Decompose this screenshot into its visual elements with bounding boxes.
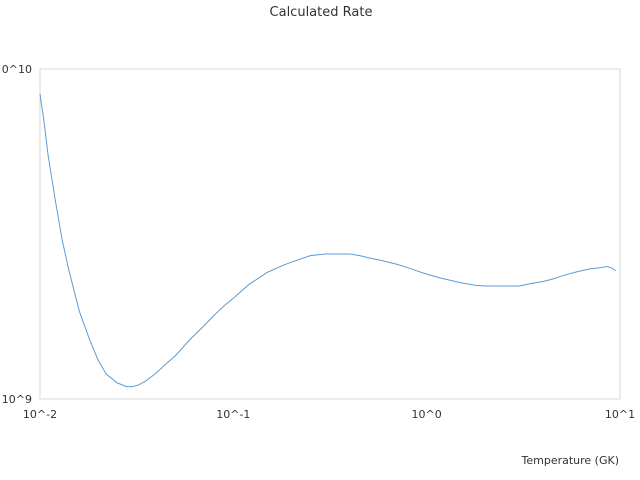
data-point <box>175 355 176 356</box>
data-point <box>383 260 384 261</box>
chart-title: Calculated Rate <box>270 5 373 20</box>
data-point <box>325 253 326 254</box>
data-point <box>282 265 283 266</box>
data-point <box>291 261 292 262</box>
data-point <box>407 267 408 268</box>
data-point <box>116 382 117 383</box>
data-point <box>44 122 45 123</box>
data-point <box>39 93 40 94</box>
y-axis-ticks: 10^9 0^10 <box>2 63 32 406</box>
x-axis-label: Temperature (GK) <box>521 454 620 467</box>
x-tick-label: 10^-1 <box>216 408 250 421</box>
x-tick-label: 10^-2 <box>23 408 57 421</box>
data-point <box>359 255 360 256</box>
data-point <box>224 305 225 306</box>
data-point <box>233 298 234 299</box>
data-point <box>190 338 191 339</box>
x-axis-ticks: 10^-2 10^-1 10^0 10^1 <box>23 408 635 421</box>
rate-series-points <box>39 93 616 387</box>
data-point <box>61 239 62 240</box>
data-point <box>518 285 519 286</box>
data-point <box>132 386 133 387</box>
data-point <box>441 278 442 279</box>
data-point <box>248 284 249 285</box>
data-point <box>145 381 146 382</box>
data-point <box>542 281 543 282</box>
y-tick-label: 10^9 <box>2 393 32 406</box>
data-point <box>126 386 127 387</box>
plot-area-border <box>39 68 621 400</box>
data-point <box>601 267 602 268</box>
data-point <box>577 271 578 272</box>
x-tick-label: 10^1 <box>605 408 635 421</box>
data-point <box>106 373 107 374</box>
data-point <box>267 272 268 273</box>
data-point <box>55 200 56 201</box>
data-point <box>460 282 461 283</box>
data-point <box>338 253 339 254</box>
data-point <box>426 274 427 275</box>
rate-series-line <box>39 93 616 388</box>
data-point <box>531 283 532 284</box>
y-tick-label: 0^10 <box>2 63 32 76</box>
data-point <box>552 278 553 279</box>
x-tick-label: 10^0 <box>412 408 442 421</box>
data-point <box>310 255 311 256</box>
data-point <box>615 270 616 271</box>
data-point <box>606 266 607 267</box>
data-point <box>368 257 369 258</box>
data-point <box>203 326 204 327</box>
data-point <box>589 268 590 269</box>
data-point <box>137 385 138 386</box>
data-point <box>484 285 485 286</box>
data-point <box>98 360 99 361</box>
data-point <box>156 372 157 373</box>
data-point <box>349 253 350 254</box>
data-point <box>73 290 74 291</box>
data-point <box>68 267 69 268</box>
data-point <box>417 271 418 272</box>
data-point <box>561 275 562 276</box>
data-point <box>503 285 504 286</box>
data-point <box>475 285 476 286</box>
data-point <box>611 267 612 268</box>
data-point <box>79 311 80 312</box>
data-point <box>47 154 48 155</box>
data-point <box>396 264 397 265</box>
data-point <box>166 363 167 364</box>
data-point <box>89 338 90 339</box>
data-point <box>214 314 215 315</box>
